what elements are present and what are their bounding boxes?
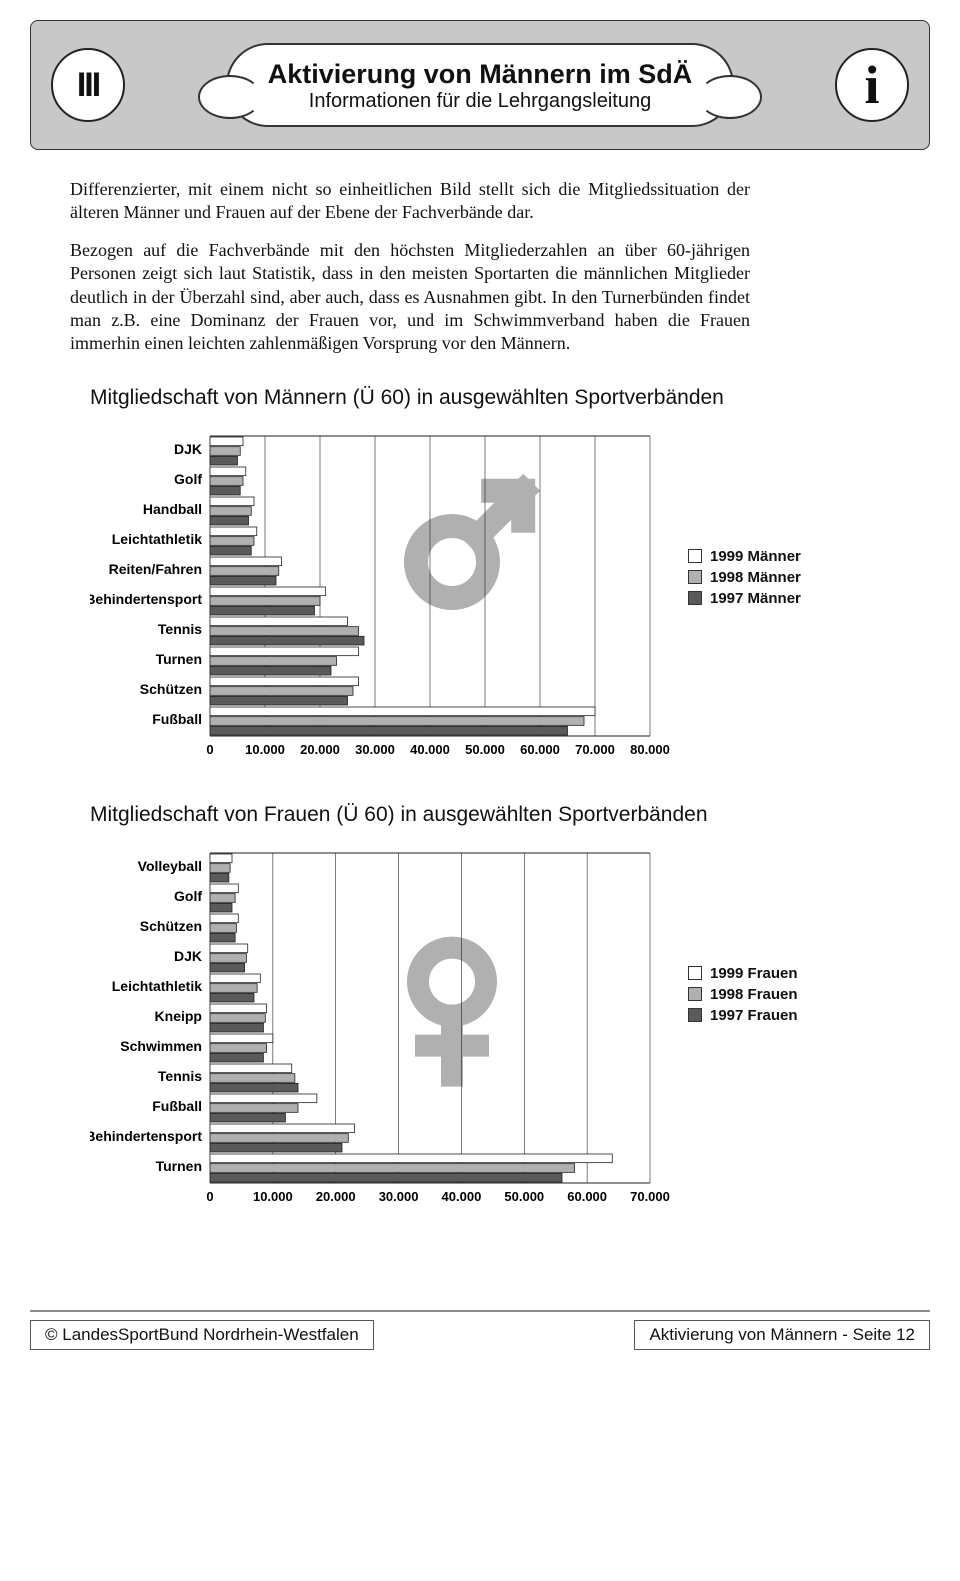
- legend-swatch: [688, 1008, 702, 1022]
- legend-swatch: [688, 966, 702, 980]
- svg-text:Leichtathletik: Leichtathletik: [112, 531, 202, 547]
- header-banner: III Aktivierung von Männern im SdÄ Infor…: [30, 20, 930, 150]
- chart-men-legend: 1999 Männer 1998 Männer 1997 Männer: [688, 548, 801, 611]
- svg-text:20.000: 20.000: [316, 1189, 356, 1204]
- header-subtitle: Informationen für die Lehrgangsleitung: [268, 90, 693, 113]
- svg-text:Kneipp: Kneipp: [155, 1008, 202, 1024]
- legend-item: 1998 Frauen: [688, 986, 798, 1003]
- svg-text:Behindertensport: Behindertensport: [90, 1128, 202, 1144]
- legend-swatch: [688, 591, 702, 605]
- svg-text:Volleyball: Volleyball: [138, 858, 202, 874]
- legend-swatch: [688, 549, 702, 563]
- legend-item: 1999 Frauen: [688, 965, 798, 982]
- chart-women-plot: 0 10.000 20.000 30.000 40.000 50.000 60.000 70.…: [90, 845, 670, 1220]
- legend-swatch: [688, 570, 702, 584]
- svg-text:Turnen: Turnen: [156, 651, 202, 667]
- section-roman-text: III: [77, 66, 99, 105]
- paragraph-2: Bezogen auf die Fachverbände mit den höc…: [70, 239, 750, 356]
- chart-men-plot: 0 10.000 20.000 30.000 40.000 50.000 60.000 70.…: [90, 428, 670, 773]
- svg-text:Schwimmen: Schwimmen: [120, 1038, 202, 1054]
- svg-text:DJK: DJK: [174, 441, 202, 457]
- page-footer: © LandesSportBund Nordrhein-Westfalen Ak…: [30, 1310, 930, 1350]
- chart-men-block: Mitgliedschaft von Männern (Ü 60) in aus…: [90, 386, 930, 773]
- svg-text:50.000: 50.000: [465, 742, 505, 757]
- svg-text:0: 0: [206, 742, 213, 757]
- svg-text:30.000: 30.000: [355, 742, 395, 757]
- svg-text:Behindertensport: Behindertensport: [90, 591, 202, 607]
- header-title: Aktivierung von Männern im SdÄ: [268, 59, 693, 90]
- svg-text:Turnen: Turnen: [156, 1158, 202, 1174]
- svg-text:Fußball: Fußball: [152, 711, 202, 727]
- legend-item: 1999 Männer: [688, 548, 801, 565]
- svg-text:40.000: 40.000: [410, 742, 450, 757]
- legend-label: 1998 Männer: [710, 569, 801, 586]
- svg-text:Tennis: Tennis: [158, 1068, 202, 1084]
- svg-text:50.000: 50.000: [504, 1189, 544, 1204]
- svg-text:Golf: Golf: [174, 471, 202, 487]
- info-badge-text: i: [864, 54, 879, 116]
- svg-text:Schützen: Schützen: [140, 918, 202, 934]
- svg-text:20.000: 20.000: [300, 742, 340, 757]
- svg-text:10.000: 10.000: [253, 1189, 293, 1204]
- chart-men-title: Mitgliedschaft von Männern (Ü 60) in aus…: [90, 386, 930, 410]
- footer-copyright: © LandesSportBund Nordrhein-Westfalen: [30, 1320, 374, 1350]
- svg-text:Reiten/Fahren: Reiten/Fahren: [109, 561, 202, 577]
- svg-text:80.000: 80.000: [630, 742, 670, 757]
- legend-label: 1999 Männer: [710, 548, 801, 565]
- legend-label: 1998 Frauen: [710, 986, 798, 1003]
- legend-item: 1997 Frauen: [688, 1007, 798, 1024]
- svg-text:70.000: 70.000: [630, 1189, 670, 1204]
- svg-text:Tennis: Tennis: [158, 621, 202, 637]
- svg-text:40.000: 40.000: [442, 1189, 482, 1204]
- info-badge: i: [835, 48, 909, 122]
- header-cloud: Aktivierung von Männern im SdÄ Informati…: [226, 43, 735, 127]
- legend-label: 1999 Frauen: [710, 965, 798, 982]
- legend-swatch: [688, 987, 702, 1001]
- chart-women-legend: 1999 Frauen 1998 Frauen 1997 Frauen: [688, 965, 798, 1028]
- legend-item: 1998 Männer: [688, 569, 801, 586]
- legend-label: 1997 Frauen: [710, 1007, 798, 1024]
- svg-text:Golf: Golf: [174, 888, 202, 904]
- svg-text:70.000: 70.000: [575, 742, 615, 757]
- svg-text:60.000: 60.000: [567, 1189, 607, 1204]
- svg-text:10.000: 10.000: [245, 742, 285, 757]
- svg-text:Handball: Handball: [143, 501, 202, 517]
- svg-text:Schützen: Schützen: [140, 681, 202, 697]
- svg-text:0: 0: [206, 1189, 213, 1204]
- chart-women-block: Mitgliedschaft von Frauen (Ü 60) in ausg…: [90, 803, 930, 1220]
- paragraph-1: Differenzierter, mit einem nicht so einh…: [70, 178, 750, 225]
- legend-item: 1997 Männer: [688, 590, 801, 607]
- chart-women-title: Mitgliedschaft von Frauen (Ü 60) in ausg…: [90, 803, 930, 827]
- svg-text:Fußball: Fußball: [152, 1098, 202, 1114]
- section-roman-badge: III: [51, 48, 125, 122]
- svg-text:60.000: 60.000: [520, 742, 560, 757]
- legend-label: 1997 Männer: [710, 590, 801, 607]
- svg-text:30.000: 30.000: [379, 1189, 419, 1204]
- footer-page-label: Aktivierung von Männern - Seite 12: [634, 1320, 930, 1350]
- svg-text:DJK: DJK: [174, 948, 202, 964]
- svg-text:Leichtathletik: Leichtathletik: [112, 978, 202, 994]
- body-text: Differenzierter, mit einem nicht so einh…: [70, 178, 750, 356]
